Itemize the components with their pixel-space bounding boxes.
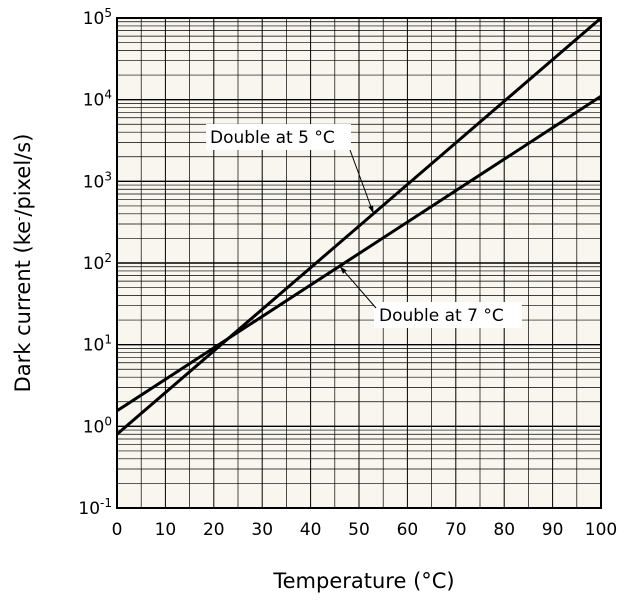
- y-tick-label: 10-1: [78, 496, 112, 519]
- annotation-box-double-5: [206, 124, 351, 150]
- series-group: [116, 16, 602, 436]
- series-line-2: [116, 95, 602, 413]
- y-tick-label: 104: [83, 88, 112, 111]
- y-tick-label: 105: [83, 6, 112, 29]
- x-tick-label: 0: [112, 520, 123, 540]
- annotation-arrowhead-double-5: [368, 205, 374, 214]
- y-tick-label: 100: [83, 414, 112, 437]
- annotation-arrowhead-double-7: [339, 266, 347, 274]
- annotation-double-5: Double at 5 °C: [206, 124, 374, 214]
- x-tick-label: 40: [300, 520, 322, 540]
- annotation-leader-double-7: [344, 271, 377, 309]
- annotation-text-double-7: Double at 7 °C: [379, 306, 504, 326]
- annotation-box-double-7: [374, 302, 522, 328]
- y-axis-title-superscript: -: [12, 217, 26, 221]
- y-axis-title-part-1: Dark current (ke: [11, 221, 35, 392]
- x-tick-label: 80: [493, 520, 515, 540]
- x-tick-label: 60: [397, 520, 419, 540]
- y-tick-label: 101: [83, 333, 112, 356]
- annotation-leader-double-5: [349, 149, 372, 207]
- x-tick-label: 10: [155, 520, 177, 540]
- annotations: Double at 5 °C Double at 7 °C: [206, 124, 522, 328]
- x-tick-label: 70: [445, 520, 467, 540]
- annotation-double-7: Double at 7 °C: [339, 266, 522, 328]
- x-tick-label: 100: [585, 520, 617, 540]
- annotation-text-double-5: Double at 5 °C: [210, 128, 335, 148]
- y-axis-title-part-2: /pixel/s): [11, 134, 35, 217]
- y-axis-title: Dark current (ke-/pixel/s): [11, 134, 35, 393]
- x-tick-label: 30: [251, 520, 273, 540]
- x-tick-label: 20: [203, 520, 225, 540]
- grid: [117, 18, 601, 508]
- x-axis-title: Temperature (°C): [272, 569, 454, 593]
- x-tick-label: 90: [542, 520, 564, 540]
- x-tick-labels: 0 10 20 30 40 50 60 70 80 90 100: [112, 520, 618, 540]
- y-tick-labels: 10-1 100 101 102 103 104 105: [78, 6, 112, 519]
- plot-frame: [116, 17, 602, 509]
- y-tick-label: 102: [83, 251, 112, 274]
- y-tick-label: 103: [83, 169, 112, 192]
- x-tick-label: 50: [348, 520, 370, 540]
- series-line-1: [116, 16, 602, 436]
